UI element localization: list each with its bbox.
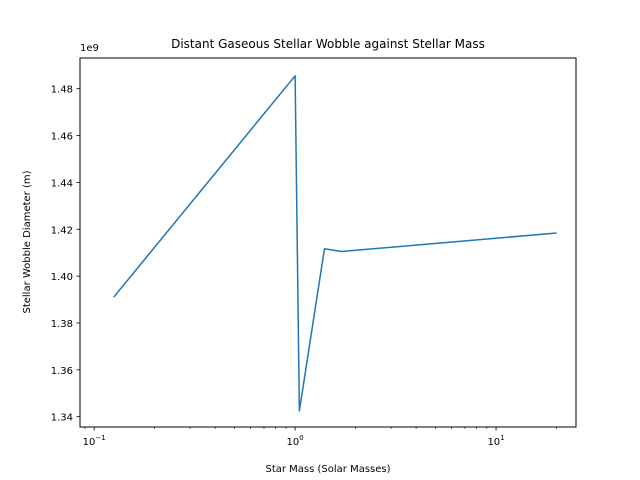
series-layer	[113, 75, 557, 412]
series-line	[113, 75, 557, 412]
plot-frame	[79, 57, 577, 428]
y-tick-label: 1.38	[51, 319, 73, 330]
x-tick-label: 101	[487, 434, 504, 448]
y-tick-label: 1.36	[51, 366, 73, 377]
x-axis-label: Star Mass (Solar Masses)	[265, 464, 390, 475]
y-tick-label: 1.40	[51, 272, 73, 283]
x-tick-label: 10−1	[83, 434, 106, 448]
y-tick-label: 1.44	[51, 178, 73, 189]
y-offset-label: 1e9	[80, 43, 99, 54]
y-tick-label: 1.34	[51, 413, 73, 424]
y-tick-label: 1.48	[51, 85, 73, 96]
chart-title: Distant Gaseous Stellar Wobble against S…	[171, 37, 485, 51]
y-tick-label: 1.46	[51, 132, 73, 143]
y-axis-label: Stellar Wobble Diameter (m)	[22, 170, 33, 313]
y-tick-label: 1.42	[51, 225, 73, 236]
ticks-layer: 10−1 100 101 1.34 1.36 1.38 1.40 1.42 1.44 1.46 1.…	[51, 85, 557, 448]
x-tick-label: 100	[287, 434, 304, 448]
